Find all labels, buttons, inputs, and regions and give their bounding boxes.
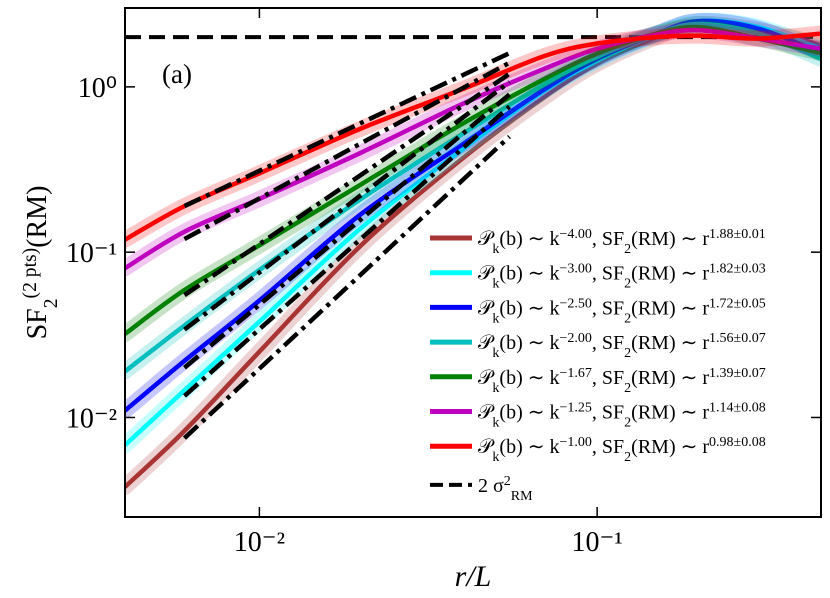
text-part: 2 σ [478,475,504,497]
legend-label: 2 σ2RM [478,473,533,503]
text-part: −2.50 [560,296,592,311]
text-part: k [492,242,499,257]
text-part: 2 [624,415,631,430]
series-line [125,21,821,374]
text-part: (b) ∼ k [499,263,559,285]
plot-frame [124,7,822,518]
series-line [125,18,821,413]
text-part: 𝒫 [478,436,495,458]
text-part: (b) ∼ k [499,436,559,458]
text-part: k [492,450,499,465]
text-part: 2 [624,450,631,465]
legend-label: 𝒫k(b) ∼ k−2.00, SF2(RM) ∼ r1.56±0.07 [478,331,766,361]
y-tick-label: 10⁻¹ [66,238,117,269]
y-tick-label: 10⁰ [78,73,117,104]
text-part: 1.88±0.01 [709,227,766,242]
text-part: (b) ∼ k [499,332,559,354]
text-part: (RM) ∼ r [631,436,709,458]
fit-line [182,104,511,398]
text-part: 𝒫 [478,332,495,354]
text-part: SF [22,308,53,339]
fit-line [183,60,511,242]
text-part: , SF [592,402,624,424]
text-part: −4.00 [560,227,592,242]
text-part: 2 [624,311,631,326]
text-part: 𝒫 [478,402,495,424]
text-part: k [492,311,499,326]
legend-label: 𝒫k(b) ∼ k−3.00, SF2(RM) ∼ r1.82±0.03 [478,261,766,291]
text-part: (2 pts) [20,248,41,299]
legend-label: 𝒫k(b) ∼ k−1.00, SF2(RM) ∼ r0.98±0.08 [478,435,766,465]
text-part: 2 [624,346,631,361]
text-part: 2 [504,473,511,488]
text-part: 1.82±0.03 [709,261,766,276]
plot-area [125,12,821,495]
text-part: k [492,276,499,291]
legend-label: 𝒫k(b) ∼ k−1.67, SF2(RM) ∼ r1.39±0.07 [478,365,766,395]
text-part: 𝒫 [478,263,495,285]
series-line [125,27,821,271]
fit-line [183,51,511,209]
x-axis-label: r/L [455,560,492,593]
legend-label: 𝒫k(b) ∼ k−2.50, SF2(RM) ∼ r1.72±0.05 [478,296,766,326]
legend-label: 𝒫k(b) ∼ k−1.25, SF2(RM) ∼ r1.14±0.08 [478,400,766,430]
fit-line [182,134,511,440]
legend-label: 𝒫k(b) ∼ k−4.00, SF2(RM) ∼ r1.88±0.01 [478,227,766,257]
text-part: 0.98±0.08 [709,435,766,450]
y-tick-label: 10⁻² [66,403,117,434]
text-part: k [492,380,499,395]
text-part: RM [511,488,533,503]
annotation: (a) [162,59,192,89]
text-part: k [492,346,499,361]
text-part: k [492,415,499,430]
x-tick-label: 10⁻¹ [572,527,623,558]
text-part: (RM) [22,186,53,248]
text-part: 2 [624,276,631,291]
text-part: −1.25 [560,400,592,415]
text-part: 𝒫 [478,297,495,319]
text-part: 1.72±0.05 [709,296,766,311]
text-part: −3.00 [560,261,592,276]
text-part: 𝒫 [478,228,495,250]
fit-line [183,92,511,370]
text-part: (RM) ∼ r [631,402,709,424]
text-part: (RM) ∼ r [631,263,709,285]
text-part: (b) ∼ k [499,402,559,424]
text-part: −1.67 [560,365,592,380]
text-part: 1.14±0.08 [709,400,766,415]
x-tick-label: 10⁻² [234,527,285,558]
text-part: −2.00 [560,331,592,346]
text-part: 𝒫 [478,367,495,389]
text-part: , SF [592,263,624,285]
y-axis-label: SF2(2 pts)(RM) [20,186,62,340]
text-part: (b) ∼ k [499,297,559,319]
text-part: 1.56±0.07 [709,331,766,346]
fit-line [183,80,511,332]
text-part: (b) ∼ k [499,228,559,250]
text-part: , SF [592,228,624,250]
text-part: , SF [592,297,624,319]
text-part: 2 [624,380,631,395]
text-part: (b) ∼ k [499,367,559,389]
text-part: , SF [592,367,624,389]
text-part: −1.00 [560,435,592,450]
fit-line [183,71,511,297]
text-part: (RM) ∼ r [631,228,709,250]
text-part: 2 [41,298,62,308]
text-part: (RM) ∼ r [631,367,709,389]
text-part: , SF [592,332,624,354]
text-part: 2 [624,242,631,257]
text-part: 1.39±0.07 [709,365,766,380]
text-part: r/L [455,560,492,593]
text-part: , SF [592,436,624,458]
text-part: (RM) ∼ r [631,332,709,354]
text-part: (RM) ∼ r [631,297,709,319]
